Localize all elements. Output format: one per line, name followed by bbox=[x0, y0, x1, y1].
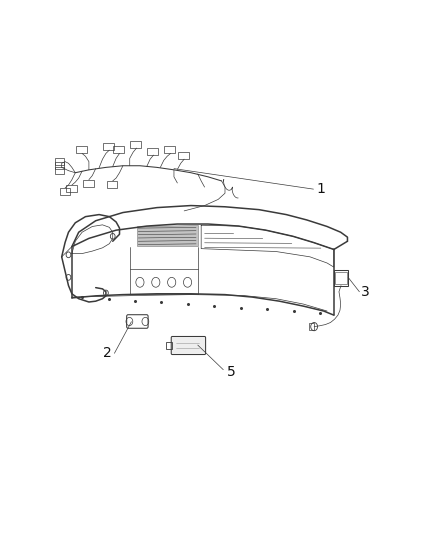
Polygon shape bbox=[136, 225, 198, 246]
Text: 3: 3 bbox=[360, 285, 369, 298]
Text: 1: 1 bbox=[316, 182, 325, 196]
FancyBboxPatch shape bbox=[171, 336, 205, 354]
Text: 2: 2 bbox=[102, 346, 111, 360]
Text: 5: 5 bbox=[226, 365, 235, 379]
